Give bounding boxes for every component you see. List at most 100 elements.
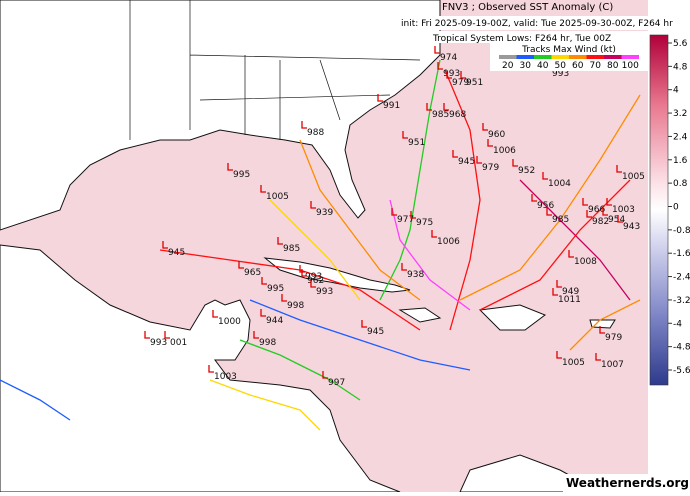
- wind-level: 60: [572, 61, 584, 71]
- low-pressure: 979: [482, 163, 499, 173]
- low-symbol: [512, 159, 518, 167]
- low-pressure: 1000: [218, 317, 241, 327]
- low-symbol: [556, 351, 562, 359]
- state-borders: [129, 0, 421, 140]
- low-pressure: 1005: [266, 192, 289, 202]
- low-pressure: 1011: [558, 295, 581, 305]
- low-symbol: [377, 94, 383, 102]
- low-symbol: [164, 331, 170, 339]
- low-pressure: 979: [452, 78, 469, 88]
- low-symbol: [361, 320, 367, 328]
- low-symbol: [301, 121, 307, 129]
- low-pressure: 968: [449, 110, 466, 120]
- low-pressure: 944: [266, 316, 283, 326]
- low-symbol: [401, 263, 407, 271]
- low-symbol: [452, 150, 458, 158]
- colorbar-label: 4: [673, 86, 679, 96]
- low-pressure: 998: [259, 338, 276, 348]
- low-pressure: 945: [367, 327, 384, 337]
- low-pressure: 991: [383, 101, 400, 111]
- low-symbol: [208, 365, 214, 373]
- low-pressure: 1003: [612, 205, 635, 215]
- wind-level: 50: [555, 61, 567, 71]
- low-symbol: [443, 103, 449, 111]
- low-symbol: [426, 103, 432, 111]
- low-symbol: [212, 310, 218, 318]
- low-pressure: 1004: [548, 179, 571, 189]
- wind-level: 20: [502, 61, 514, 71]
- low-pressure: 1003: [214, 372, 237, 382]
- subtitle-box: [398, 16, 648, 30]
- low-pressure: 975: [416, 218, 433, 228]
- low-symbol: [260, 185, 266, 193]
- colorbar: [649, 34, 669, 386]
- footer-box: [563, 474, 690, 492]
- low-symbol: [546, 208, 552, 216]
- low-pressure: 1007: [601, 360, 624, 370]
- low-symbol: [602, 208, 608, 216]
- low-symbol: [144, 331, 150, 339]
- low-pressure: 1005: [622, 172, 645, 182]
- wind-legend-title: Tracks Max Wind (kt): [521, 45, 616, 55]
- low-pressure: 995: [233, 170, 250, 180]
- low-symbol: [391, 208, 397, 216]
- low-pressure: 1006: [493, 146, 516, 156]
- wind-level: 80: [607, 61, 619, 71]
- low-pressure: 993: [443, 69, 460, 79]
- colorbar-label: 0.8: [673, 179, 688, 189]
- colorbar-label: 4.8: [673, 62, 688, 72]
- wind-legend: 20 30 40 50 60 70 80 100: [499, 55, 639, 71]
- wind-swatch: [621, 55, 639, 59]
- colorbar-label: 1.6: [673, 156, 688, 166]
- colorbar-label: 3.2: [673, 109, 687, 119]
- low-pressure: 943: [623, 222, 640, 232]
- wind-swatch: [499, 55, 517, 59]
- colorbar-label: -3.2: [673, 296, 690, 306]
- low-pressure: 956: [537, 201, 554, 211]
- low-pressure: 993: [305, 272, 322, 282]
- low-pressure: 949: [562, 287, 579, 297]
- wind-level: 40: [537, 61, 549, 71]
- title: FNV3 ; Observed SST Anomaly (C): [442, 2, 613, 13]
- low-symbol: [599, 326, 605, 334]
- wind-swatch: [516, 55, 534, 59]
- low-symbol: [586, 210, 592, 218]
- low-pressure: 985: [283, 244, 300, 254]
- low-symbol: [437, 62, 443, 70]
- low-symbol: [253, 331, 259, 339]
- low-pressure: 938: [407, 270, 424, 280]
- low-pressure: 993: [316, 287, 333, 297]
- low-symbol: [606, 198, 612, 206]
- subtitle: init: Fri 2025-09-19-00Z, valid: Tue 202…: [401, 19, 673, 29]
- low-symbol: [301, 269, 307, 277]
- low-symbol: [552, 288, 558, 296]
- low-symbol: [260, 309, 266, 317]
- lows-box: [430, 31, 648, 43]
- low-symbol: [446, 71, 452, 79]
- wind-swatch: [604, 55, 622, 59]
- low-symbol: [227, 163, 233, 171]
- low-symbol: [402, 131, 408, 139]
- low-symbol: [617, 215, 623, 223]
- low-symbol: [277, 237, 283, 245]
- low-symbol: [582, 198, 588, 206]
- colorbar-label: 0: [673, 203, 679, 213]
- low-pressure: 1005: [562, 358, 585, 368]
- low-symbol: [616, 165, 622, 173]
- low-pressure: 966: [588, 205, 605, 215]
- low-pressure: 952: [518, 166, 535, 176]
- low-pressure: 945: [458, 157, 475, 167]
- low-pressure: 962: [307, 276, 324, 286]
- low-pressure: 985: [552, 215, 569, 225]
- wind-swatch: [569, 55, 587, 59]
- low-pressure: 951: [408, 138, 425, 148]
- low-symbol: [431, 230, 437, 238]
- lows-title: Tropical System Lows: F264 hr, Tue 00Z: [432, 34, 611, 44]
- colorbar-label: -4.8: [673, 343, 690, 353]
- colorbar-ticks: 5.6 4.8 4 3.2 2.4 1.6 0.8 0 -0.8 -1.6 -2.4 -3.2 -4 -4…: [668, 39, 690, 376]
- colorbar-label: -0.8: [673, 226, 690, 236]
- low-pressure: 1006: [437, 237, 460, 247]
- wind-swatch: [586, 55, 604, 59]
- low-pressure: 988: [307, 128, 324, 138]
